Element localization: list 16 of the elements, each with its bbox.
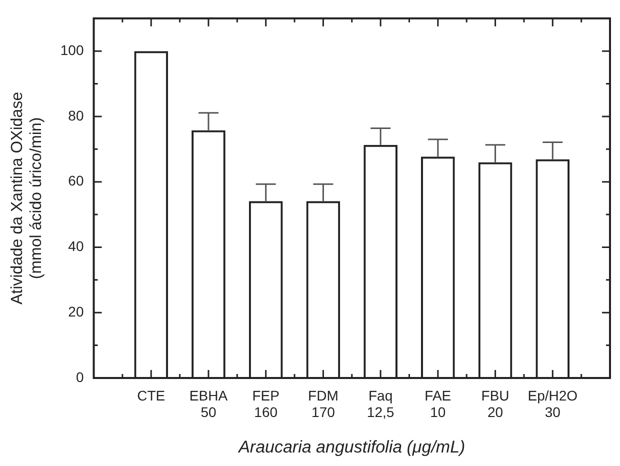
x-tick-label: Faq 12,5	[366, 387, 394, 420]
y-tick-label: 0	[76, 368, 84, 385]
x-tick-label: Ep/H2O 30	[528, 387, 578, 420]
x-tick-label: FBU 20	[481, 387, 510, 420]
y-tick-label: 20	[68, 303, 84, 320]
x-tick-label: EBHA 50	[189, 387, 228, 420]
x-tick-label: FDM 170	[308, 387, 338, 420]
y-axis-title: Atividade da Xantina OXidase (mmol ácido úrico/min)	[9, 92, 46, 304]
x-axis-title: Araucaria angustifolia (μg/mL)	[238, 438, 466, 457]
x-tick-label: FEP 160	[252, 387, 280, 420]
x-tick-label: CTE	[137, 387, 166, 404]
y-tick-label: 100	[60, 42, 84, 58]
y-tick-label: 60	[68, 172, 84, 189]
y-tick-label: 80	[68, 107, 84, 124]
y-tick-label: 40	[68, 238, 84, 254]
x-tick-label: FAE 10	[424, 387, 452, 420]
